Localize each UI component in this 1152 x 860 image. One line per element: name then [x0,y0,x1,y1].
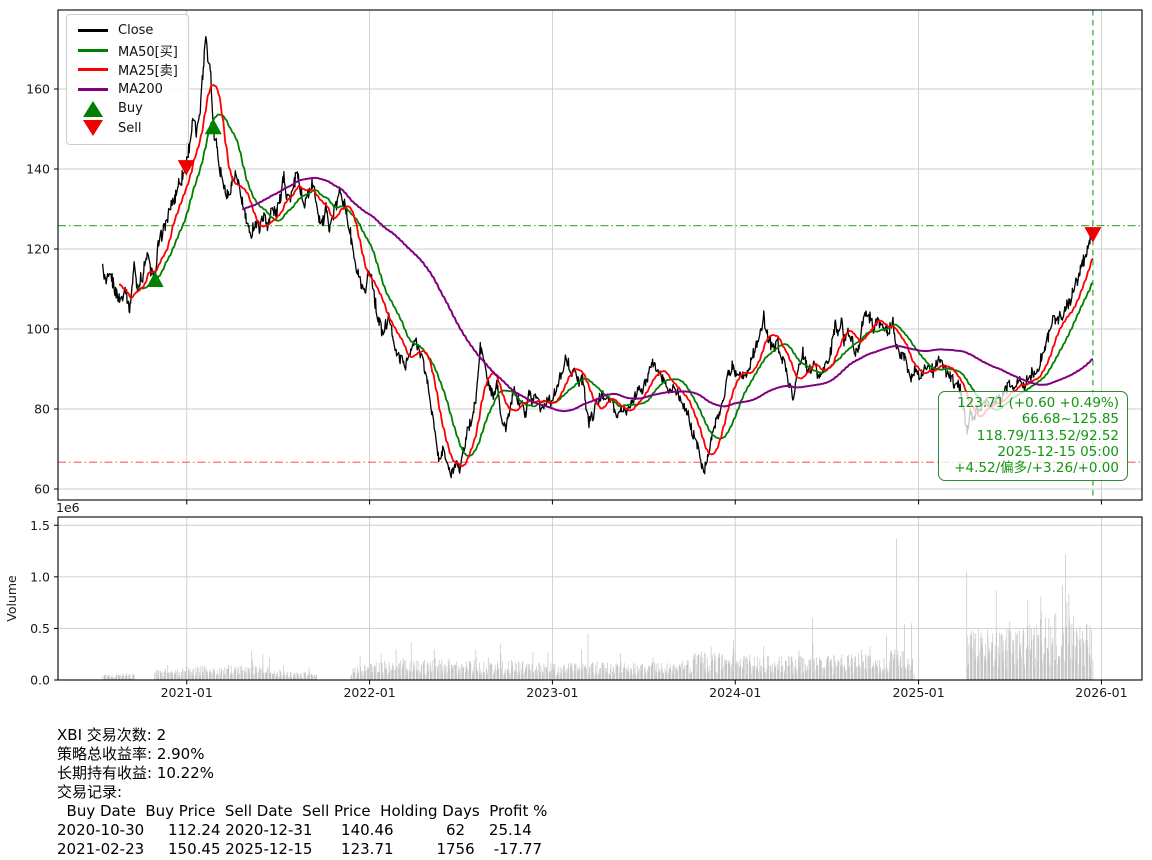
buy-marker [146,271,164,288]
legend-label: Close [118,23,154,39]
price-tick-label: 160 [26,82,50,97]
legend-label: MA50[买] [118,44,178,60]
buy-triangle-icon [76,100,110,117]
sell-marker [177,160,195,176]
date-tick-label: 2022-01 [343,685,395,700]
volume-tick-label: 1.5 [30,518,50,533]
annotation-mas: 118.79/113.52/92.52 [976,427,1119,444]
price-tick-label: 120 [26,242,50,257]
buy-marker [204,118,222,135]
trade-table-row: 2021-02-23 150.45 2025-12-15 123.71 1756… [57,840,543,858]
annotation-range: 66.68~125.85 [1021,411,1119,428]
ma50-line-swatch [76,48,110,52]
date-tick-label: 2021-01 [161,685,213,700]
legend-item-ma200: MA200 [76,80,178,100]
volume-bars [102,538,1094,680]
volume-tick-label: 0.0 [30,673,50,688]
sell-triangle-icon [76,120,110,137]
main-chart-frame [57,9,1143,501]
strategy-return-line: 策略总收益率: 2.90% [57,745,205,763]
volume-axis-title: Volume [4,575,19,622]
annotation-price: 123.71 (+0.60 +0.49%) [957,395,1119,411]
annotation-box: 123.71 (+0.60 +0.49%) 66.68~125.85 118.7… [938,391,1128,482]
legend-label: MA25[卖] [118,64,178,80]
hold-return-line: 长期持有收益: 10.22% [57,764,215,782]
legend-item-sell: Sell [76,119,178,139]
price-tick-label: 140 [26,162,50,177]
volume-tick-label: 1.0 [30,569,50,584]
trade-table-header: Buy Date Buy Price Sell Date Sell Price … [57,802,548,820]
legend: Close MA50[买] MA25[卖] MA200 Buy Sell [66,14,189,145]
legend-label: MA200 [118,81,163,97]
legend-label: Buy [118,101,143,117]
price-tick-label: 60 [34,482,50,497]
ma25-line-swatch [76,68,110,72]
date-tick-label: 2023-01 [526,685,578,700]
annotation-signals: +4.52/偏多/+3.26/+0.00 [954,460,1119,477]
date-tick-label: 2024-01 [709,685,761,700]
annotation-timestamp: 2025-12-15 05:00 [997,443,1119,460]
date-tick-label: 2025-01 [892,685,944,700]
volume-tick-label: 0.5 [30,621,50,636]
sell-marker [1084,227,1102,243]
legend-item-buy: Buy [76,99,178,119]
ma200-line [241,176,1094,413]
ma200-line-swatch [76,87,110,91]
trade-log-title: 交易记录: [57,783,123,801]
trade-count-line: XBI 交易次数: 2 [57,726,167,744]
trade-table-row: 2020-10-30 112.24 2020-12-31 140.46 62 2… [57,821,532,839]
date-tick-label: 2026-01 [1075,685,1127,700]
close-line-swatch [76,29,110,33]
price-tick-label: 100 [26,322,50,337]
price-tick-label: 80 [34,402,50,417]
ma25-line [118,84,1094,468]
legend-item-ma25: MA25[卖] [76,60,178,80]
volume-scale-offset-label: 1e6 [56,500,80,515]
ma50-line [136,113,1094,457]
legend-label: Sell [118,120,142,136]
legend-item-ma50: MA50[买] [76,41,178,61]
volume-chart-frame [57,516,1143,681]
strategy-summary: XBI 交易次数: 2 策略总收益率: 2.90% 长期持有收益: 10.22%… [57,726,547,859]
legend-item-close: Close [76,21,178,41]
